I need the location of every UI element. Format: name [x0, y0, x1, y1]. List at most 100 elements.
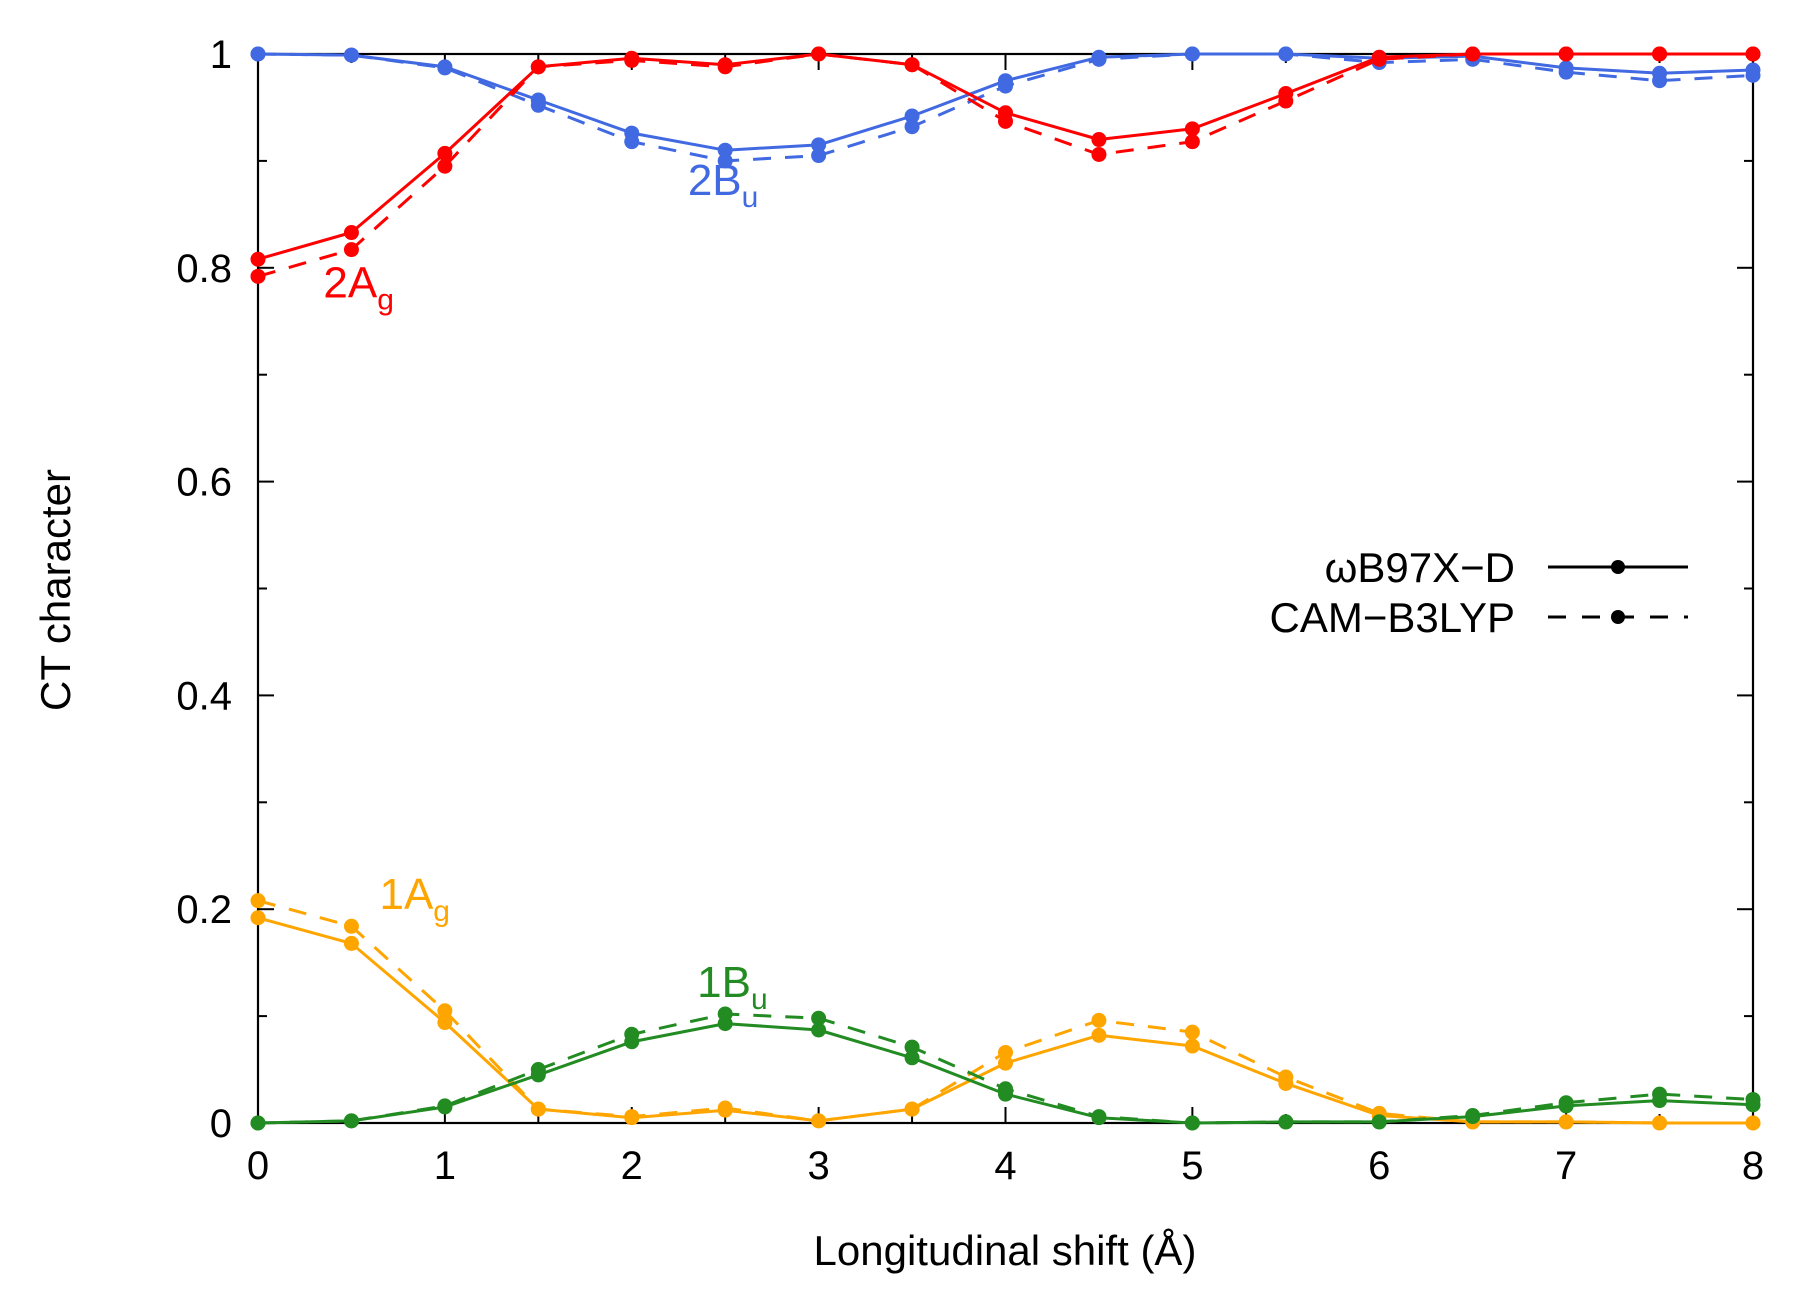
data-point-2ag-wb97xd [437, 145, 453, 161]
data-point-2ag-wb97xd [1091, 132, 1107, 148]
x-tick-label: 0 [247, 1144, 269, 1188]
data-point-2bu-camb3lyp [343, 47, 359, 63]
y-tick-label: 0.6 [176, 461, 232, 505]
series-label-2bu: 2Bu [688, 156, 759, 214]
x-tick-label: 6 [1368, 1144, 1390, 1188]
x-tick-label: 4 [994, 1144, 1016, 1188]
series-label-2ag: 2Ag [323, 259, 394, 317]
data-point-2bu-camb3lyp [1558, 64, 1574, 80]
data-point-2ag-wb97xd [250, 251, 266, 267]
series-lines [250, 46, 1761, 1131]
data-point-1bu-camb3lyp [1745, 1091, 1761, 1107]
axis-ticks: 0 1 2 3 4 5 6 7 8 0 0.2 0.4 0.6 0.8 1 [176, 33, 1764, 1188]
data-point-2bu-wb97xd [717, 142, 733, 158]
data-point-2bu-wb97xd [904, 108, 920, 124]
x-tick-label: 8 [1742, 1144, 1764, 1188]
data-point-2ag-camb3lyp [1558, 46, 1574, 62]
data-point-2bu-camb3lyp [998, 78, 1013, 94]
data-point-1ag-camb3lyp [1745, 1115, 1761, 1131]
data-point-1ag-camb3lyp [811, 1113, 827, 1129]
data-point-2ag-camb3lyp [1652, 46, 1668, 62]
y-tick-label: 0.2 [176, 888, 232, 932]
data-point-1bu-camb3lyp [343, 1113, 359, 1129]
data-point-2ag-camb3lyp [530, 59, 546, 75]
series-labels: 2Bu 2Ag 1Ag 1Bu [323, 156, 767, 1016]
data-point-2bu-camb3lyp [811, 148, 827, 164]
data-point-2ag-camb3lyp [250, 268, 266, 284]
y-tick-label: 0.4 [176, 674, 232, 718]
data-point-1ag-wb97xd [343, 935, 359, 951]
data-point-2bu-camb3lyp [437, 60, 453, 76]
data-point-1bu-camb3lyp [1465, 1108, 1481, 1124]
data-point-1ag-wb97xd [1091, 1027, 1107, 1043]
x-tick-label: 2 [621, 1144, 643, 1188]
data-point-1bu-camb3lyp [1184, 1115, 1200, 1131]
data-point-2bu-camb3lyp [1091, 51, 1107, 67]
data-point-2ag-camb3lyp [998, 113, 1013, 129]
data-point-1ag-camb3lyp [1652, 1115, 1668, 1131]
data-point-1ag-wb97xd [437, 1015, 453, 1031]
data-point-1bu-camb3lyp [624, 1026, 640, 1042]
data-point-1ag-wb97xd [998, 1055, 1013, 1071]
y-axis-title: CT character [32, 469, 79, 711]
data-point-1bu-camb3lyp [1652, 1086, 1668, 1102]
data-point-2ag-camb3lyp [1184, 134, 1200, 150]
data-point-2ag-camb3lyp [343, 242, 359, 258]
legend-label-wb97xd: ωB97X−D [1325, 544, 1515, 591]
x-tick-label: 3 [808, 1144, 830, 1188]
data-point-2bu-camb3lyp [1652, 73, 1668, 89]
data-point-1bu-camb3lyp [1278, 1114, 1294, 1130]
legend-label-camb3lyp: CAM−B3LYP [1270, 594, 1516, 641]
x-tick-label: 1 [434, 1144, 456, 1188]
x-axis-title: Longitudinal shift (Å) [814, 1227, 1197, 1274]
data-point-1bu-wb97xd [904, 1050, 920, 1066]
data-point-1ag-camb3lyp [1184, 1024, 1200, 1040]
data-point-1ag-camb3lyp [717, 1100, 733, 1116]
data-point-1ag-camb3lyp [250, 893, 266, 909]
series-label-1bu: 1Bu [697, 958, 768, 1016]
data-point-2bu-camb3lyp [530, 97, 546, 113]
data-point-2ag-camb3lyp [437, 158, 453, 174]
series-label-1ag: 1Ag [379, 870, 450, 928]
data-point-1bu-camb3lyp [717, 1006, 733, 1022]
data-point-1ag-camb3lyp [1558, 1114, 1574, 1130]
data-point-2ag-camb3lyp [904, 57, 920, 73]
data-point-1ag-camb3lyp [530, 1101, 546, 1117]
data-point-1bu-camb3lyp [811, 1010, 827, 1026]
data-point-2bu-wb97xd [811, 137, 827, 153]
plot-frame [256, 52, 1755, 1125]
data-point-1ag-camb3lyp [998, 1044, 1013, 1060]
data-point-2ag-wb97xd [343, 225, 359, 241]
data-point-1ag-camb3lyp [1278, 1069, 1294, 1085]
data-point-1ag-wb97xd [250, 910, 266, 926]
data-point-2ag-camb3lyp [1465, 46, 1481, 62]
data-point-1bu-camb3lyp [998, 1081, 1013, 1097]
data-point-1ag-wb97xd [1184, 1038, 1200, 1054]
data-point-2ag-camb3lyp [1091, 146, 1107, 162]
data-point-2bu-camb3lyp [1745, 67, 1761, 83]
data-point-2ag-wb97xd [1184, 121, 1200, 137]
data-point-1ag-camb3lyp [904, 1101, 920, 1117]
data-point-2bu-camb3lyp [717, 153, 733, 169]
data-point-1bu-wb97xd [811, 1022, 827, 1038]
x-tick-label: 7 [1555, 1144, 1577, 1188]
data-point-1ag-camb3lyp [1091, 1012, 1107, 1028]
data-point-2bu-camb3lyp [904, 119, 920, 135]
data-point-2bu-camb3lyp [624, 134, 640, 150]
data-point-1bu-camb3lyp [1371, 1114, 1387, 1130]
legend-marker-camb3lyp [1611, 610, 1625, 624]
legend-marker-wb97xd [1611, 560, 1625, 574]
data-point-1bu-camb3lyp [904, 1039, 920, 1055]
data-point-2bu-camb3lyp [250, 46, 266, 62]
legend: ωB97X−D CAM−B3LYP [1270, 544, 1688, 641]
data-point-2ag-camb3lyp [1371, 51, 1387, 67]
y-tick-label: 0.8 [176, 247, 232, 291]
y-tick-label: 0 [210, 1102, 232, 1146]
data-point-1ag-camb3lyp [437, 1003, 453, 1019]
data-point-1ag-camb3lyp [624, 1109, 640, 1125]
data-point-2ag-camb3lyp [1278, 93, 1294, 109]
data-point-2ag-camb3lyp [811, 46, 827, 62]
data-point-2bu-camb3lyp [1184, 46, 1200, 62]
data-point-2bu-camb3lyp [1278, 46, 1294, 62]
data-point-1bu-camb3lyp [437, 1098, 453, 1114]
